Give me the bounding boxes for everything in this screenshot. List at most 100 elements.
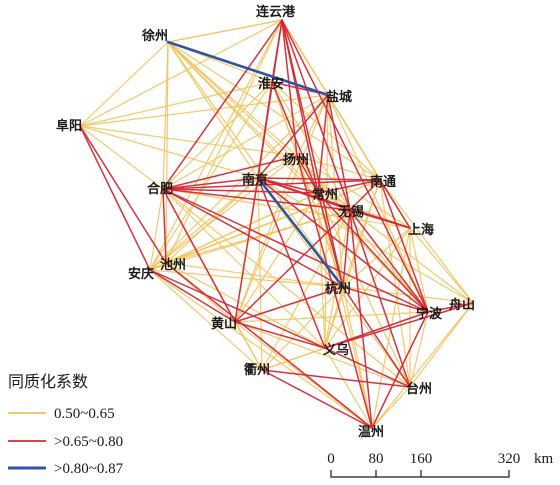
city-label-quzhou: 衢州 (244, 362, 270, 378)
link-low-huaian-hefei (162, 81, 273, 190)
link-mid-ningbo-wenzhou (371, 311, 429, 429)
link-low-hefei-taizhou (162, 188, 411, 388)
link-mid-hefei-changzhou (162, 188, 319, 194)
legend-label-low: 0.50~0.65 (54, 406, 115, 422)
link-low-yangzhou-anqing (149, 155, 298, 271)
city-label-nanjing: 南京 (242, 172, 268, 188)
city-label-chizhou: 池州 (160, 257, 186, 273)
scale-unit: km (534, 451, 554, 467)
link-mid-nanjing-nantong (257, 177, 381, 181)
link-mid-lianyungang-yangzhou (281, 19, 298, 157)
city-label-xuzhou: 徐州 (141, 28, 168, 44)
link-low-yangzhou-hangzhou (296, 155, 344, 288)
link-low-ningbo-taizhou (409, 311, 429, 388)
link-mid-lianyungang-hangzhou (281, 19, 344, 288)
link-mid-wuxi-shanghai (349, 209, 411, 229)
link-low-yangzhou-nanjing (257, 155, 298, 179)
link-mid-wuxi-hangzhou (342, 209, 351, 288)
link-low-nantong-taizhou (379, 179, 411, 388)
city-label-anqing: 安庆 (128, 266, 154, 282)
city-label-wuxi: 无锡 (337, 204, 364, 220)
link-mid-lianyungang-wuxi (281, 19, 351, 211)
link-low-hangzhou-yiwu (324, 286, 344, 349)
link-mid-wuxi-huangshan (234, 209, 351, 323)
link-low-yiwu-wenzhou (324, 347, 373, 429)
link-low-nanjing-anqing (149, 177, 259, 271)
scale-bar: 0 80 160 320 km (327, 451, 554, 478)
link-low-changzhou-anqing (149, 192, 319, 271)
link-mid-hefei-huangshan (162, 188, 236, 323)
link-mid-nanjing-changzhou (257, 177, 319, 194)
city-label-fuyang: 阜阳 (56, 118, 82, 134)
link-low-wuxi-zhoushan (349, 209, 474, 304)
links-mid-group (79, 19, 474, 429)
city-label-yiwu: 义乌 (323, 342, 349, 358)
city-label-wenzhou: 温州 (358, 425, 384, 440)
link-low-hangzhou-zhoushan (342, 286, 474, 304)
link-low-taizhou-zhoushan (409, 302, 474, 388)
link-mid-huaian-changzhou (271, 81, 319, 194)
link-low-fuyang-nanjing (79, 125, 259, 179)
link-low-fuyang-yancheng (79, 94, 329, 127)
link-low-anqing-wenzhou (149, 269, 373, 429)
link-mid-hangzhou-taizhou (342, 286, 411, 388)
link-low-chizhou-hangzhou (165, 262, 344, 288)
link-low-anqing-hangzhou (149, 269, 344, 288)
link-low-fuyang-hefei (79, 125, 164, 190)
legend-title: 同质化系数 (8, 372, 88, 391)
scale-bar-line (330, 470, 510, 478)
link-mid-fuyang-chizhou (79, 125, 167, 264)
legend-label-mid: >0.65~0.80 (54, 434, 123, 450)
link-mid-nantong-wuxi (349, 179, 381, 211)
link-low-nantong-anqing (149, 179, 381, 271)
link-mid-fuyang-anqing (79, 125, 151, 271)
link-low-shanghai-zhoushan (409, 227, 474, 304)
link-low-fuyang-yangzhou (79, 125, 298, 157)
link-mid-nanjing-ningbo (257, 177, 429, 313)
city-label-huaian: 淮安 (257, 76, 284, 92)
link-low-xuzhou-nanjing (167, 41, 259, 179)
link-low-yancheng-yiwu (324, 94, 329, 349)
link-mid-yangzhou-changzhou (296, 155, 319, 194)
link-mid-hangzhou-ningbo (342, 286, 429, 313)
link-low-nantong-yiwu (324, 179, 381, 349)
scale-tick-160: 160 (410, 451, 433, 467)
link-mid-wuxi-ningbo (349, 209, 429, 313)
city-label-yangzhou: 扬州 (283, 152, 309, 168)
city-label-zhoushan: 舟山 (449, 297, 475, 313)
link-mid-anqing-huangshan (149, 269, 236, 323)
link-low-fuyang-huaian (79, 81, 273, 127)
link-mid-yiwu-taizhou (324, 347, 411, 388)
link-low-wuxi-quzhou (261, 209, 351, 371)
city-label-nantong: 南通 (370, 174, 396, 190)
city-label-hefei: 合肥 (147, 181, 173, 197)
link-mid-wuxi-wenzhou (349, 209, 373, 429)
link-low-xuzhou-nantong (167, 41, 381, 181)
links-high-group (166, 40, 345, 289)
link-low-yancheng-ningbo (327, 94, 429, 313)
link-low-nanjing-quzhou (257, 177, 263, 371)
link-mid-changzhou-ningbo (317, 192, 429, 313)
link-mid-hefei-hangzhou (162, 188, 344, 288)
link-mid-changzhou-nantong (317, 179, 381, 194)
link-low-wuxi-anqing (149, 209, 351, 271)
link-mid-quzhou-wenzhou (261, 369, 373, 429)
link-mid-lianyungang-ningbo (281, 19, 429, 313)
link-low-hefei-anqing (149, 188, 164, 271)
link-mid-hefei-ningbo (162, 188, 429, 313)
link-low-lianyungang-xuzhou (167, 19, 283, 43)
link-mid-hefei-chizhou (162, 188, 167, 264)
city-label-hangzhou: 杭州 (325, 281, 351, 297)
link-low-yancheng-hangzhou (327, 94, 344, 288)
city-label-changzhou: 常州 (312, 187, 338, 203)
link-low-taizhou-wenzhou (371, 386, 411, 429)
city-label-ningbo: 宁波 (416, 306, 443, 322)
link-low-shanghai-ningbo (409, 227, 429, 313)
link-mid-nantong-shanghai (379, 179, 411, 229)
link-mid-hefei-nanjing (162, 177, 259, 190)
link-mid-huaian-nanjing (257, 81, 273, 179)
link-mid-yangzhou-wenzhou (296, 155, 373, 429)
link-mid-huangshan-hangzhou (234, 286, 344, 323)
link-mid-yancheng-changzhou (317, 94, 329, 194)
